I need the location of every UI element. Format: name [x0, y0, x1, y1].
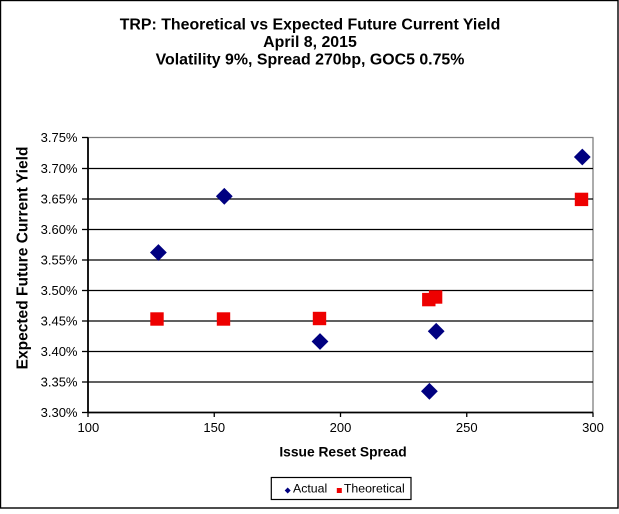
svg-text:3.40%: 3.40% [41, 344, 78, 359]
svg-text:300: 300 [582, 420, 604, 435]
svg-text:250: 250 [456, 420, 478, 435]
svg-text:Theoretical: Theoretical [344, 481, 405, 495]
svg-text:3.30%: 3.30% [41, 405, 78, 420]
svg-text:3.35%: 3.35% [41, 375, 78, 390]
svg-text:TRP: Theoretical vs Expected F: TRP: Theoretical vs Expected Future Curr… [120, 17, 501, 34]
svg-text:3.75%: 3.75% [41, 130, 78, 145]
svg-text:3.50%: 3.50% [41, 283, 78, 298]
svg-text:Issue Reset Spread: Issue Reset Spread [279, 445, 406, 460]
svg-text:100: 100 [78, 420, 100, 435]
svg-text:Volatility 9%, Spread 270bp, G: Volatility 9%, Spread 270bp, GOC5 0.75% [156, 52, 465, 69]
svg-text:Expected Future Current Yield: Expected Future Current Yield [14, 147, 31, 370]
svg-text:150: 150 [203, 420, 225, 435]
svg-text:3.65%: 3.65% [41, 192, 78, 207]
svg-text:3.70%: 3.70% [41, 161, 78, 176]
svg-text:3.45%: 3.45% [41, 314, 78, 329]
svg-text:Actual: Actual [293, 481, 327, 495]
svg-text:3.55%: 3.55% [41, 253, 78, 268]
svg-text:3.60%: 3.60% [41, 222, 78, 237]
svg-text:200: 200 [330, 420, 352, 435]
svg-text:April 8, 2015: April 8, 2015 [263, 34, 357, 51]
